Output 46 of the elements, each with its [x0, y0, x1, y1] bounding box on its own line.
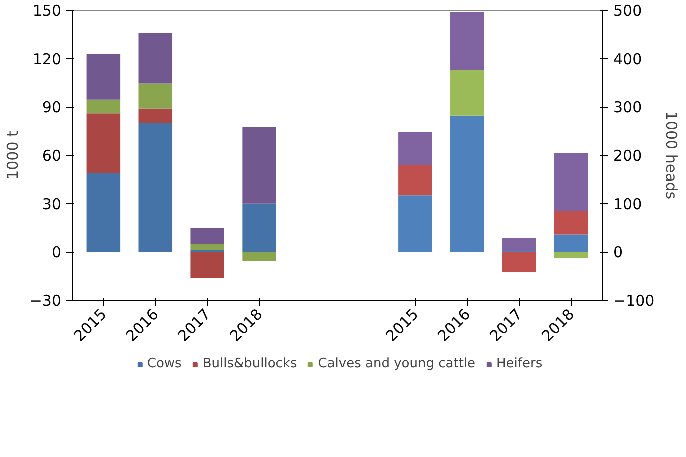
bar [86, 54, 121, 100]
legend-label: Heifers [496, 356, 543, 372]
y-tick-label: 60 [42, 147, 62, 165]
y2-tick-label: 200 [614, 147, 642, 165]
y-tick-label: 30 [42, 195, 62, 214]
bar [190, 228, 224, 244]
bar [138, 33, 173, 84]
y-tick-label: 150 [32, 2, 62, 20]
y2-tick-label: −100 [614, 292, 655, 310]
bar [554, 252, 588, 258]
y2-tick-label: 0 [614, 244, 624, 262]
y2-tick-label: 400 [614, 50, 642, 68]
bar [554, 211, 588, 235]
bar [554, 153, 588, 212]
bar [86, 100, 121, 114]
bar [398, 165, 432, 196]
y2-tick-label: 100 [614, 195, 642, 214]
bar [398, 196, 432, 252]
bar [450, 116, 484, 252]
bar [190, 244, 224, 251]
bar [398, 132, 432, 166]
bar [138, 84, 173, 109]
bar [242, 204, 276, 252]
bar [450, 12, 484, 70]
bar [242, 252, 276, 262]
y2-tick-label: 300 [614, 98, 642, 117]
y-tick-label: 0 [52, 244, 62, 262]
legend-label: Cows [147, 356, 182, 372]
bar [502, 252, 536, 272]
legend-label: Bulls&bullocks [202, 356, 298, 372]
bar [502, 238, 536, 252]
legend-label: Calves and young cattle [318, 356, 476, 372]
bar [242, 127, 276, 204]
bar [86, 173, 121, 252]
bar [554, 234, 588, 252]
y-tick-label: 90 [42, 98, 62, 117]
y-axis-title: 1000 t [4, 130, 22, 180]
y2-tick-label: 500 [614, 2, 642, 20]
bar [86, 114, 121, 174]
y-tick-label: −30 [30, 292, 62, 310]
y2-axis-title: 1000 heads [662, 111, 681, 200]
bar [138, 108, 173, 124]
bar [450, 70, 484, 116]
bar [190, 252, 224, 278]
bar [138, 123, 173, 252]
y-tick-label: 120 [32, 50, 62, 68]
